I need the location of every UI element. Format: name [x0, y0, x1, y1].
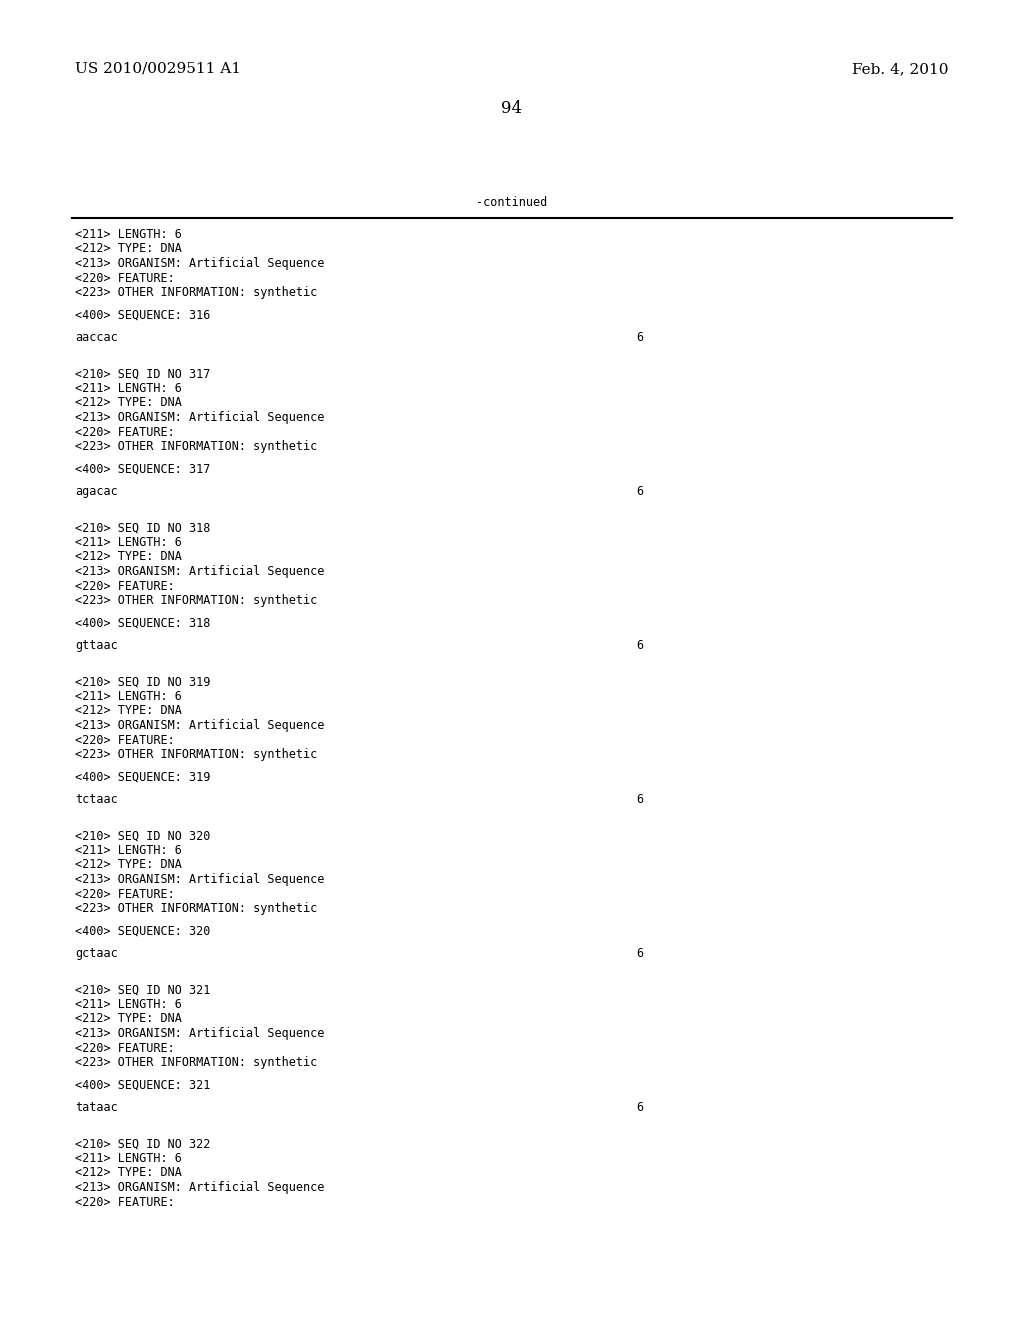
- Text: <223> OTHER INFORMATION: synthetic: <223> OTHER INFORMATION: synthetic: [75, 748, 317, 762]
- Text: <213> ORGANISM: Artificial Sequence: <213> ORGANISM: Artificial Sequence: [75, 719, 325, 733]
- Text: agacac: agacac: [75, 484, 118, 498]
- Text: tataac: tataac: [75, 1101, 118, 1114]
- Text: <213> ORGANISM: Artificial Sequence: <213> ORGANISM: Artificial Sequence: [75, 565, 325, 578]
- Text: <223> OTHER INFORMATION: synthetic: <223> OTHER INFORMATION: synthetic: [75, 594, 317, 607]
- Text: Feb. 4, 2010: Feb. 4, 2010: [853, 62, 949, 77]
- Text: <400> SEQUENCE: 319: <400> SEQUENCE: 319: [75, 771, 210, 784]
- Text: <213> ORGANISM: Artificial Sequence: <213> ORGANISM: Artificial Sequence: [75, 257, 325, 271]
- Text: -continued: -continued: [476, 195, 548, 209]
- Text: 94: 94: [502, 100, 522, 117]
- Text: <400> SEQUENCE: 318: <400> SEQUENCE: 318: [75, 616, 210, 630]
- Text: <220> FEATURE:: <220> FEATURE:: [75, 1041, 175, 1055]
- Text: <210> SEQ ID NO 320: <210> SEQ ID NO 320: [75, 829, 210, 842]
- Text: <210> SEQ ID NO 322: <210> SEQ ID NO 322: [75, 1138, 210, 1151]
- Text: <212> TYPE: DNA: <212> TYPE: DNA: [75, 243, 182, 256]
- Text: 6: 6: [636, 1101, 643, 1114]
- Text: <211> LENGTH: 6: <211> LENGTH: 6: [75, 536, 182, 549]
- Text: 6: 6: [636, 946, 643, 960]
- Text: <211> LENGTH: 6: <211> LENGTH: 6: [75, 228, 182, 242]
- Text: <400> SEQUENCE: 320: <400> SEQUENCE: 320: [75, 924, 210, 937]
- Text: <212> TYPE: DNA: <212> TYPE: DNA: [75, 1167, 182, 1180]
- Text: <212> TYPE: DNA: <212> TYPE: DNA: [75, 1012, 182, 1026]
- Text: <223> OTHER INFORMATION: synthetic: <223> OTHER INFORMATION: synthetic: [75, 1056, 317, 1069]
- Text: <220> FEATURE:: <220> FEATURE:: [75, 1196, 175, 1209]
- Text: 6: 6: [636, 331, 643, 345]
- Text: <211> LENGTH: 6: <211> LENGTH: 6: [75, 1152, 182, 1166]
- Text: aaccac: aaccac: [75, 331, 118, 345]
- Text: <210> SEQ ID NO 317: <210> SEQ ID NO 317: [75, 367, 210, 380]
- Text: tctaac: tctaac: [75, 793, 118, 807]
- Text: <212> TYPE: DNA: <212> TYPE: DNA: [75, 705, 182, 718]
- Text: <213> ORGANISM: Artificial Sequence: <213> ORGANISM: Artificial Sequence: [75, 1027, 325, 1040]
- Text: <213> ORGANISM: Artificial Sequence: <213> ORGANISM: Artificial Sequence: [75, 1181, 325, 1195]
- Text: 6: 6: [636, 484, 643, 498]
- Text: <211> LENGTH: 6: <211> LENGTH: 6: [75, 843, 182, 857]
- Text: US 2010/0029511 A1: US 2010/0029511 A1: [75, 62, 241, 77]
- Text: <213> ORGANISM: Artificial Sequence: <213> ORGANISM: Artificial Sequence: [75, 873, 325, 886]
- Text: <212> TYPE: DNA: <212> TYPE: DNA: [75, 550, 182, 564]
- Text: <223> OTHER INFORMATION: synthetic: <223> OTHER INFORMATION: synthetic: [75, 440, 317, 453]
- Text: <210> SEQ ID NO 318: <210> SEQ ID NO 318: [75, 521, 210, 535]
- Text: <212> TYPE: DNA: <212> TYPE: DNA: [75, 396, 182, 409]
- Text: <400> SEQUENCE: 317: <400> SEQUENCE: 317: [75, 462, 210, 475]
- Text: <220> FEATURE:: <220> FEATURE:: [75, 272, 175, 285]
- Text: <400> SEQUENCE: 316: <400> SEQUENCE: 316: [75, 309, 210, 322]
- Text: <220> FEATURE:: <220> FEATURE:: [75, 734, 175, 747]
- Text: <210> SEQ ID NO 319: <210> SEQ ID NO 319: [75, 676, 210, 689]
- Text: <210> SEQ ID NO 321: <210> SEQ ID NO 321: [75, 983, 210, 997]
- Text: gttaac: gttaac: [75, 639, 118, 652]
- Text: <212> TYPE: DNA: <212> TYPE: DNA: [75, 858, 182, 871]
- Text: <220> FEATURE:: <220> FEATURE:: [75, 887, 175, 900]
- Text: <220> FEATURE:: <220> FEATURE:: [75, 425, 175, 438]
- Text: <223> OTHER INFORMATION: synthetic: <223> OTHER INFORMATION: synthetic: [75, 902, 317, 915]
- Text: 6: 6: [636, 793, 643, 807]
- Text: gctaac: gctaac: [75, 946, 118, 960]
- Text: <223> OTHER INFORMATION: synthetic: <223> OTHER INFORMATION: synthetic: [75, 286, 317, 300]
- Text: <400> SEQUENCE: 321: <400> SEQUENCE: 321: [75, 1078, 210, 1092]
- Text: <211> LENGTH: 6: <211> LENGTH: 6: [75, 381, 182, 395]
- Text: <211> LENGTH: 6: <211> LENGTH: 6: [75, 998, 182, 1011]
- Text: 6: 6: [636, 639, 643, 652]
- Text: <211> LENGTH: 6: <211> LENGTH: 6: [75, 690, 182, 704]
- Text: <220> FEATURE:: <220> FEATURE:: [75, 579, 175, 593]
- Text: <213> ORGANISM: Artificial Sequence: <213> ORGANISM: Artificial Sequence: [75, 411, 325, 424]
